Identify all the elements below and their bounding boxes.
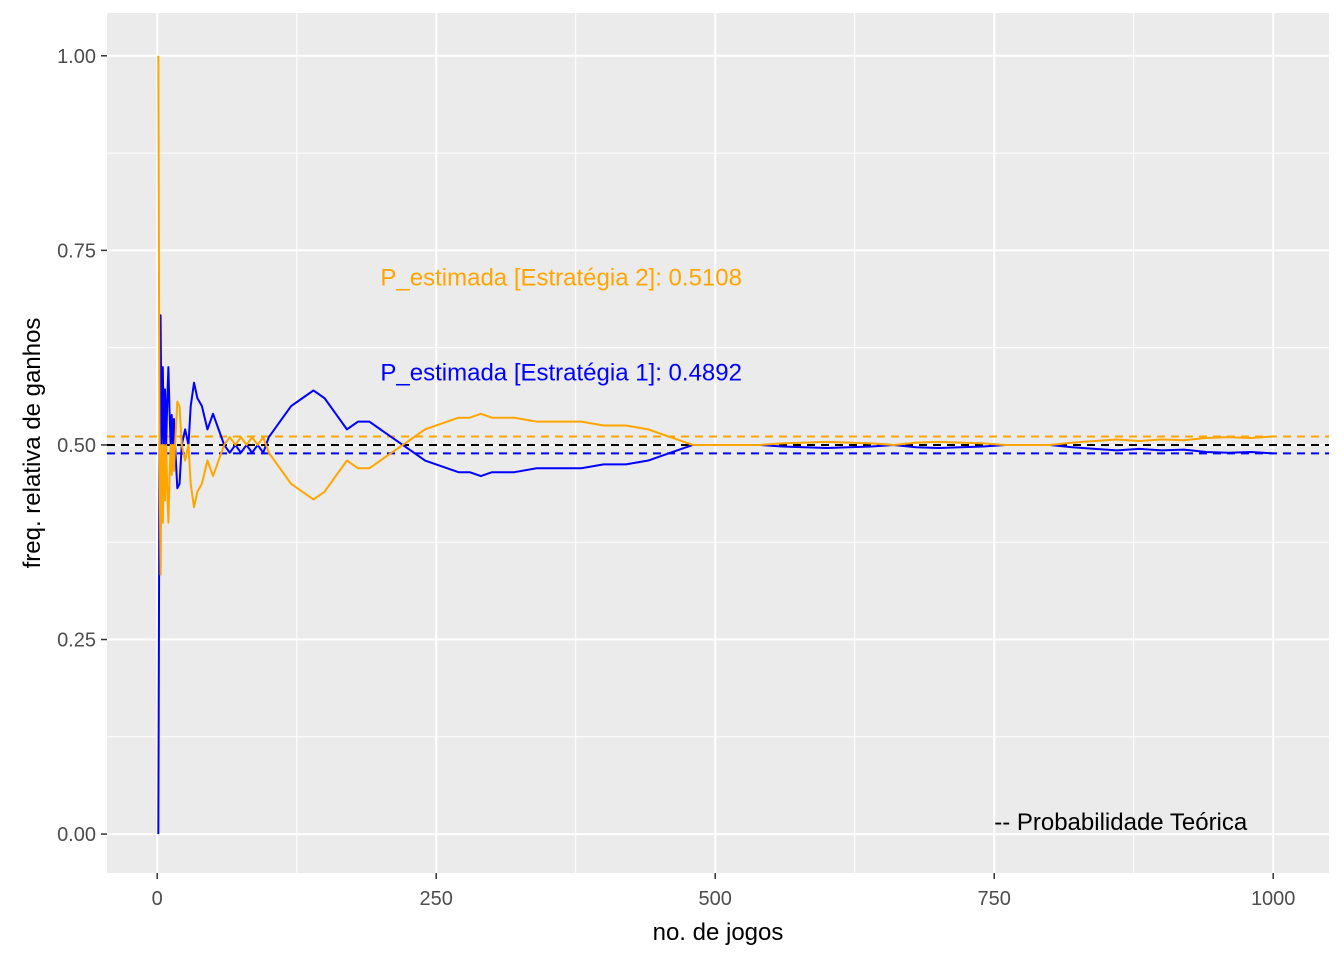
grid-major bbox=[107, 13, 1329, 873]
x-tick-label: 750 bbox=[978, 888, 1011, 910]
x-tick-label: 500 bbox=[699, 888, 732, 910]
y-tick-label: 0.75 bbox=[57, 240, 96, 262]
series-lines bbox=[157, 55, 1274, 835]
x-tick-label: 0 bbox=[152, 888, 163, 910]
plot-panel bbox=[107, 13, 1329, 873]
grid-minor bbox=[107, 13, 1329, 873]
y-tick-label: 0.25 bbox=[57, 630, 96, 652]
annotation-p2: P_estimada [Estratégia 2]: 0.5108 bbox=[380, 264, 742, 291]
y-tick-label: 0.00 bbox=[57, 824, 96, 846]
y-axis-title: freq. relativa de ganhos bbox=[19, 318, 46, 569]
annotations: P_estimada [Estratégia 2]: 0.5108 P_estim… bbox=[380, 264, 1247, 836]
reference-lines bbox=[107, 435, 1329, 455]
y-axis: 0.00 0.25 0.50 0.75 1.00 bbox=[57, 46, 107, 846]
annotation-teorica: -- Probabilidade Teórica bbox=[994, 809, 1248, 836]
annotation-p1: P_estimada [Estratégia 1]: 0.4892 bbox=[380, 359, 742, 386]
x-axis-title: no. de jogos bbox=[653, 919, 784, 946]
x-tick-label: 250 bbox=[420, 888, 453, 910]
x-axis: 0 250 500 750 1000 bbox=[152, 873, 1296, 910]
series-line-estrategia2 bbox=[157, 55, 1274, 576]
y-tick-label: 0.50 bbox=[57, 435, 96, 457]
x-tick-label: 1000 bbox=[1251, 888, 1296, 910]
y-tick-label: 1.00 bbox=[57, 46, 96, 68]
